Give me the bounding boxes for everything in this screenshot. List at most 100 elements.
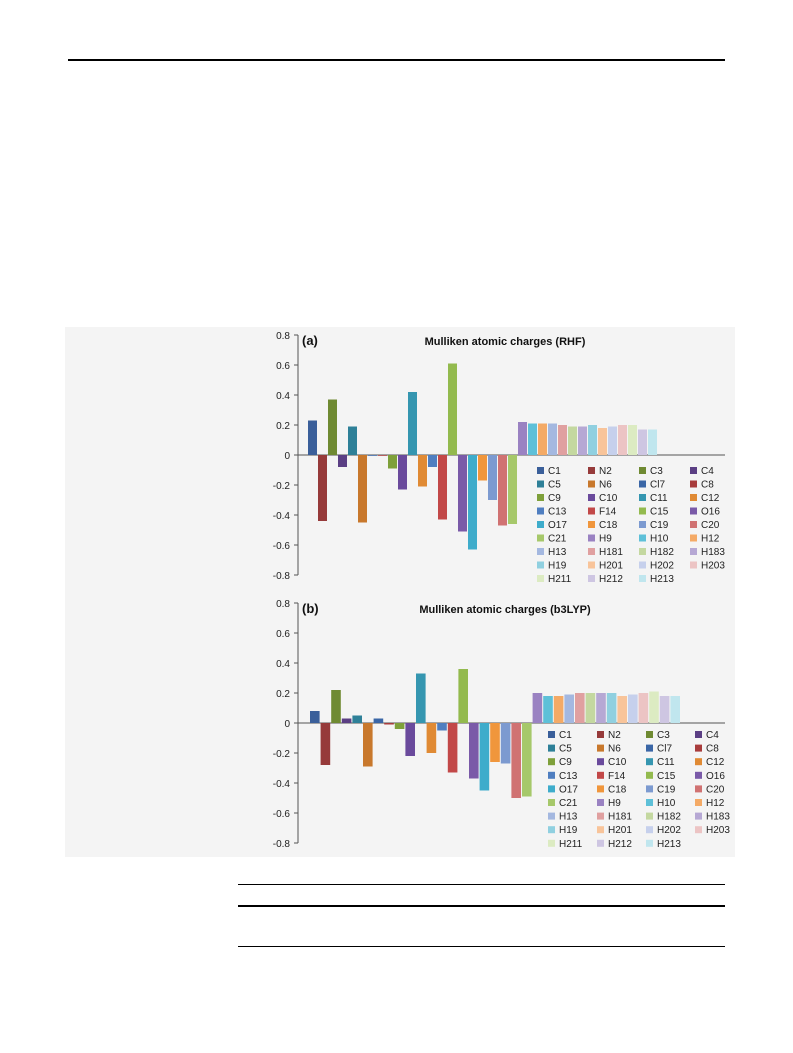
legend-swatch [646,839,653,847]
legend-label: C15 [657,771,676,782]
legend-label: H182 [650,547,674,558]
chart-b3lyp: 0.8 0.6 0.4 0.2 0 -0.2 -0.4 -0.6 -0.8 (b) Mulliken… [273,599,731,850]
legend-swatch [588,467,595,474]
legend-label: C15 [650,507,669,518]
y-tick-label: -0.6 [273,809,291,820]
bar-c5 [348,426,357,455]
legend-swatch [537,521,544,528]
legend-swatch [548,758,555,766]
bar-c19 [500,723,511,764]
legend-swatch [695,771,702,779]
legend-swatch [548,799,555,806]
legend-swatch [695,826,702,834]
bar-h13 [564,694,574,723]
legend-swatch [646,731,653,738]
bar-c10 [398,455,407,490]
bar-h212 [638,429,647,455]
legend-swatch [548,839,555,847]
y-tick-label: 0 [284,719,290,730]
legend-swatch [646,826,653,834]
y-tick-label: -0.2 [273,749,291,760]
legend-swatch [597,785,604,793]
legend-swatch [588,534,595,542]
legend-swatch [639,494,646,501]
legend-swatch [690,561,697,569]
legend-swatch [597,839,604,847]
legend-swatch [597,812,604,820]
bar-h9 [532,693,543,723]
legend-label: C21 [548,534,567,545]
legend-swatch [588,561,595,569]
legend-label: H183 [706,812,730,823]
legend-label: H181 [608,812,632,823]
legend-swatch [639,534,646,542]
bar-o16 [469,723,479,779]
bar-h181 [558,425,567,455]
legend-swatch [639,521,646,528]
legend-label: C12 [706,757,725,768]
y-tick-label: 0.6 [276,629,290,640]
y-tick-label: -0.8 [273,571,291,582]
legend-swatch [597,771,604,779]
bar-c3 [328,399,337,455]
bar-h10 [528,423,537,455]
y-tick-label: 0.8 [276,331,290,342]
bar-h201 [598,428,607,455]
legend-label: H13 [559,812,578,823]
y-tick-label: 0 [284,451,290,462]
legend-swatch [597,758,604,766]
bar-c20 [498,455,507,526]
bar-h181 [575,693,585,723]
legend-swatch [537,467,544,474]
bar-c15 [458,669,468,723]
legend-label: H212 [599,574,623,585]
bar-h213 [670,696,680,723]
legend-label: N6 [608,744,621,755]
legend-swatch [597,826,604,834]
legend-label: C13 [559,771,578,782]
legend-swatch [695,758,702,766]
legend-label: H181 [599,547,623,558]
bar-c8 [378,455,387,456]
bar-h182 [585,693,596,723]
legend-swatch [548,731,555,738]
legend-label: H12 [706,798,725,809]
header-rule [68,59,725,61]
legend-swatch [588,480,595,488]
legend-swatch [695,785,702,793]
legend-label: C18 [599,520,618,531]
legend-label: H9 [599,534,612,545]
bar-c9 [394,723,405,729]
bar-h202 [628,694,638,723]
bar-h211 [649,691,659,723]
y-tick-label: 0.8 [276,599,290,610]
bar-c9 [388,455,397,469]
legend-swatch [537,507,544,515]
bar-c12 [418,455,427,487]
bar-h13 [548,423,557,455]
bar-c18 [478,455,487,481]
legend-label: C20 [701,520,720,531]
legend-label: C21 [559,798,578,809]
legend-label: C19 [650,520,669,531]
legend-label: C4 [701,466,714,477]
legend-swatch [639,480,646,488]
bar-c1 [308,420,317,455]
y-tick-label: 0.4 [276,659,290,670]
legend-label: H213 [650,574,674,585]
bar-h12 [553,696,564,723]
y-tick-label: -0.2 [273,481,291,492]
legend-label: C9 [548,493,561,504]
legend-label: H12 [701,534,720,545]
panel-label: (b) [302,601,319,616]
bar-n6 [363,723,373,767]
legend-label: C1 [559,730,572,741]
legend-swatch [588,548,595,555]
legend-label: C10 [608,757,627,768]
chart-rhf: 0.8 0.6 0.4 0.2 0 -0.2 -0.4 -0.6 -0.8 (a) Mulliken… [273,331,726,585]
legend-label: C8 [706,744,719,755]
legend-swatch [548,771,555,779]
bar-c21 [508,455,517,524]
bar-c11 [408,392,417,455]
legend-swatch [537,575,544,582]
